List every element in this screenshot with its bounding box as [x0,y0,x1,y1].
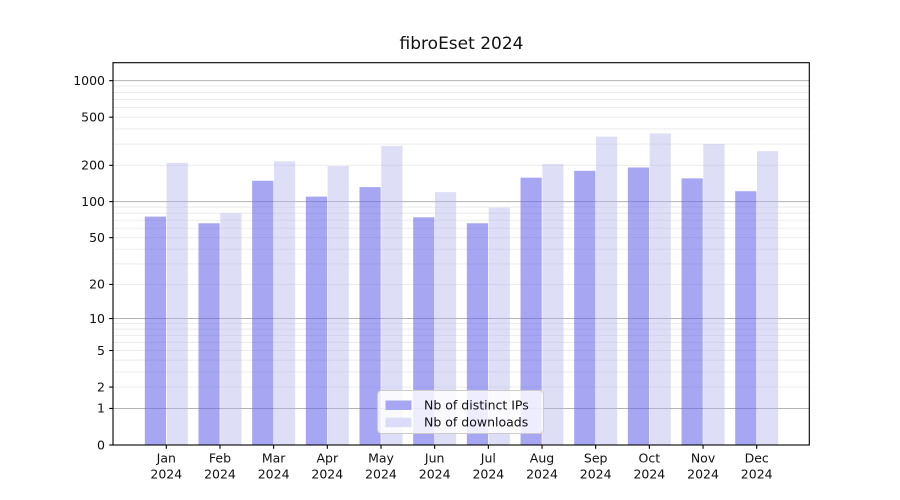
y-tick-label: 50 [89,230,105,245]
legend: Nb of distinct IPs Nb of downloads [377,390,544,434]
y-tick-label: 1 [97,401,105,416]
legend-label-downloads: Nb of downloads [424,415,528,430]
bar-ips-nov [681,178,703,445]
y-axis: 0 1 2 5 10 20 50 100 200 500 1000 [73,73,113,452]
bar-ips-mar [252,180,274,445]
x-tick-label-month: Mar [262,451,286,466]
x-tick-label-month: May [368,451,394,466]
x-tick-label-month: Sep [584,451,608,466]
x-tick-label-year: 2024 [365,467,397,482]
legend-swatch-downloads [385,417,412,428]
x-axis: Jan2024Feb2024Mar2024Apr2024May2024Jun20… [150,445,773,482]
x-tick-label-year: 2024 [472,467,504,482]
bar-downloads-feb [220,213,242,445]
bar-downloads-aug [542,164,564,445]
bar-downloads-mar [273,161,296,445]
x-tick-label-year: 2024 [311,467,343,482]
x-tick-label-month: Feb [209,451,231,466]
x-tick-label-month: Jan [156,451,176,466]
plot-border [112,62,810,446]
y-tick-label: 20 [89,277,105,292]
bar-ips-dec [735,191,757,445]
x-tick-label-month: Jul [480,451,496,466]
x-tick-label-month: Dec [745,451,769,466]
y-tick-label: 500 [81,109,105,124]
bar-downloads-oct [649,133,671,446]
bar-ips-aug [520,177,542,446]
y-tick-label: 5 [97,343,105,358]
y-tick-label: 2 [97,379,105,394]
x-tick-label-month: Aug [530,451,554,466]
x-tick-label-year: 2024 [687,467,719,482]
x-tick-label-month: Nov [691,451,716,466]
bar-downloads-dec [757,151,779,445]
bar-downloads-jun [434,192,457,445]
bar-ips-apr [305,196,328,445]
x-tick-label-year: 2024 [258,467,290,482]
y-tick-label: 1000 [73,73,105,88]
x-tick-label-year: 2024 [741,467,773,482]
x-tick-label-month: Oct [639,451,661,466]
y-tick-label: 100 [81,194,105,209]
bar-ips-jun [413,217,435,445]
bar-downloads-sep [595,136,618,445]
bar-ips-jul [466,223,489,445]
y-tick-label: 10 [89,311,105,326]
legend-box [377,390,544,434]
bar-ips-oct [627,167,650,445]
x-tick-label-month: Apr [317,451,339,466]
x-tick-label-year: 2024 [204,467,236,482]
legend-label-ips: Nb of distinct IPs [424,398,529,413]
x-tick-label-year: 2024 [633,467,665,482]
bar-downloads-may [381,145,403,445]
y-tick-label: 0 [97,437,105,452]
bar-ips-may [359,187,381,445]
bar-ips-sep [574,170,596,445]
bar-downloads-nov [703,144,725,446]
bar-ips-feb [198,223,220,445]
y-tick-label: 200 [81,158,105,173]
bar-downloads-jul [488,207,510,445]
legend-swatch-ips [385,400,412,410]
bar-downloads-apr [327,166,349,445]
chart-title: fibroEset 2024 [399,34,524,54]
x-tick-label-month: Jun [424,451,445,466]
bar-downloads-jan [166,162,188,445]
x-tick-label-year: 2024 [419,467,451,482]
x-tick-label-year: 2024 [150,467,182,482]
x-tick-label-year: 2024 [580,467,612,482]
bar-ips-jan [144,216,166,445]
bars [144,133,779,446]
x-tick-label-year: 2024 [526,467,558,482]
